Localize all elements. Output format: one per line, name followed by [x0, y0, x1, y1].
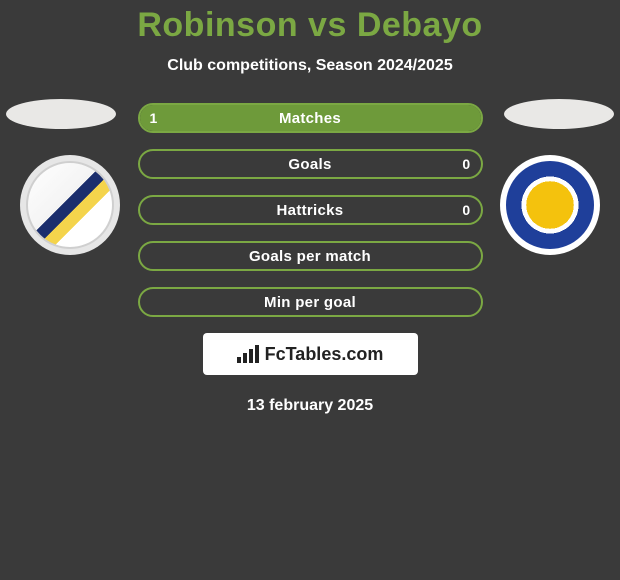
stat-bar: Goals per match: [138, 241, 483, 271]
branding-badge: FcTables.com: [203, 333, 418, 375]
stat-label: Matches: [279, 110, 341, 127]
stat-label: Min per goal: [264, 294, 356, 311]
page-subtitle: Club competitions, Season 2024/2025: [0, 57, 620, 75]
stat-bar: 1 Matches: [138, 103, 483, 133]
club-crest-right-inner: [506, 161, 594, 249]
club-crest-left: [20, 155, 120, 255]
stat-bars: 1 Matches 0 Goals 0 Hattricks Goals per match M…: [138, 103, 483, 317]
bar-chart-icon: [237, 345, 259, 363]
comparison-body: 1 Matches 0 Goals 0 Hattricks Goals per match M…: [0, 103, 620, 415]
club-crest-right: [500, 155, 600, 255]
branding-text: FcTables.com: [265, 344, 384, 365]
stat-bar: 0 Goals: [138, 149, 483, 179]
stat-label: Goals: [288, 156, 331, 173]
stat-value-left: 1: [150, 110, 158, 126]
player-name-pill-left: [6, 99, 116, 129]
stat-label: Hattricks: [277, 202, 344, 219]
stat-bar: 0 Hattricks: [138, 195, 483, 225]
club-crest-left-inner: [26, 161, 114, 249]
snapshot-date: 13 february 2025: [0, 397, 620, 415]
page-title: Robinson vs Debayo: [0, 6, 620, 45]
player-name-pill-right: [504, 99, 614, 129]
comparison-card: Robinson vs Debayo Club competitions, Se…: [0, 0, 620, 415]
stat-label: Goals per match: [249, 248, 371, 265]
stat-bar: Min per goal: [138, 287, 483, 317]
stat-value-right: 0: [462, 156, 470, 172]
stat-value-right: 0: [462, 202, 470, 218]
